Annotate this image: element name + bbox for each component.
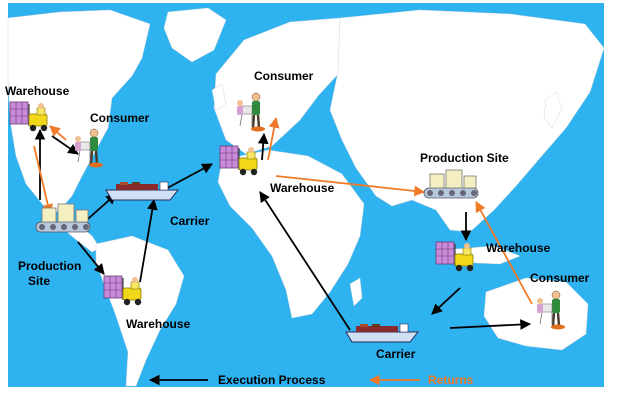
africa-land bbox=[217, 149, 365, 319]
arrow-carrier-atlantic-warehouse-eu bbox=[159, 163, 213, 193]
return-warehouse-na-production-na bbox=[33, 145, 54, 216]
greenland-land bbox=[163, 7, 227, 63]
label-warehouse-na: Warehouse bbox=[5, 84, 70, 98]
japan-land bbox=[543, 91, 563, 129]
label-carrier-indian: Carrier bbox=[376, 347, 416, 361]
arrow-warehouse-eu-consumer-eu bbox=[257, 132, 269, 161]
returns-arrows bbox=[33, 116, 533, 305]
label-consumer-na: Consumer bbox=[90, 111, 150, 125]
legend-execution-label: Execution Process bbox=[218, 373, 326, 387]
label-production-na-line2: Site bbox=[28, 274, 50, 288]
uk-land bbox=[211, 83, 227, 111]
label-warehouse-asia: Warehouse bbox=[486, 241, 551, 255]
legend: Execution Process Returns bbox=[148, 373, 474, 387]
return-consumer-eu-warehouse-eu bbox=[267, 116, 280, 161]
carrier-atlantic-icon bbox=[105, 181, 179, 201]
return-consumer-na-warehouse-na bbox=[49, 125, 67, 141]
label-production-na-line1: Production bbox=[18, 259, 81, 273]
legend-returns-label: Returns bbox=[428, 373, 474, 387]
label-warehouse-eu: Warehouse bbox=[270, 181, 335, 195]
madagascar-land bbox=[349, 277, 363, 307]
europe-land bbox=[213, 17, 355, 155]
execution-arrows bbox=[34, 128, 532, 331]
return-consumer-au-production-asia bbox=[475, 201, 533, 305]
label-carrier-atlantic: Carrier bbox=[170, 214, 210, 228]
arrow-warehouse-na-consumer-na bbox=[51, 135, 79, 155]
arrow-carrier-indian-warehouse-eu bbox=[259, 191, 351, 331]
australia-land bbox=[483, 277, 589, 351]
label-consumer-eu: Consumer bbox=[254, 69, 314, 83]
carrier-indian-icon bbox=[345, 323, 419, 343]
arrow-warehouse-sa-carrier-atlantic bbox=[139, 198, 158, 283]
label-consumer-au: Consumer bbox=[530, 271, 590, 285]
arrow-carrier-indian-consumer-au bbox=[449, 319, 532, 330]
arrow-warehouse-asia-carrier-indian bbox=[431, 287, 461, 315]
return-warehouse-eu-production-asia bbox=[275, 175, 426, 197]
arrow-production-na-warehouse-sa bbox=[77, 241, 105, 275]
north-america-land bbox=[7, 9, 151, 213]
label-warehouse-sa: Warehouse bbox=[126, 317, 191, 331]
label-production-asia: Production Site bbox=[420, 151, 509, 165]
